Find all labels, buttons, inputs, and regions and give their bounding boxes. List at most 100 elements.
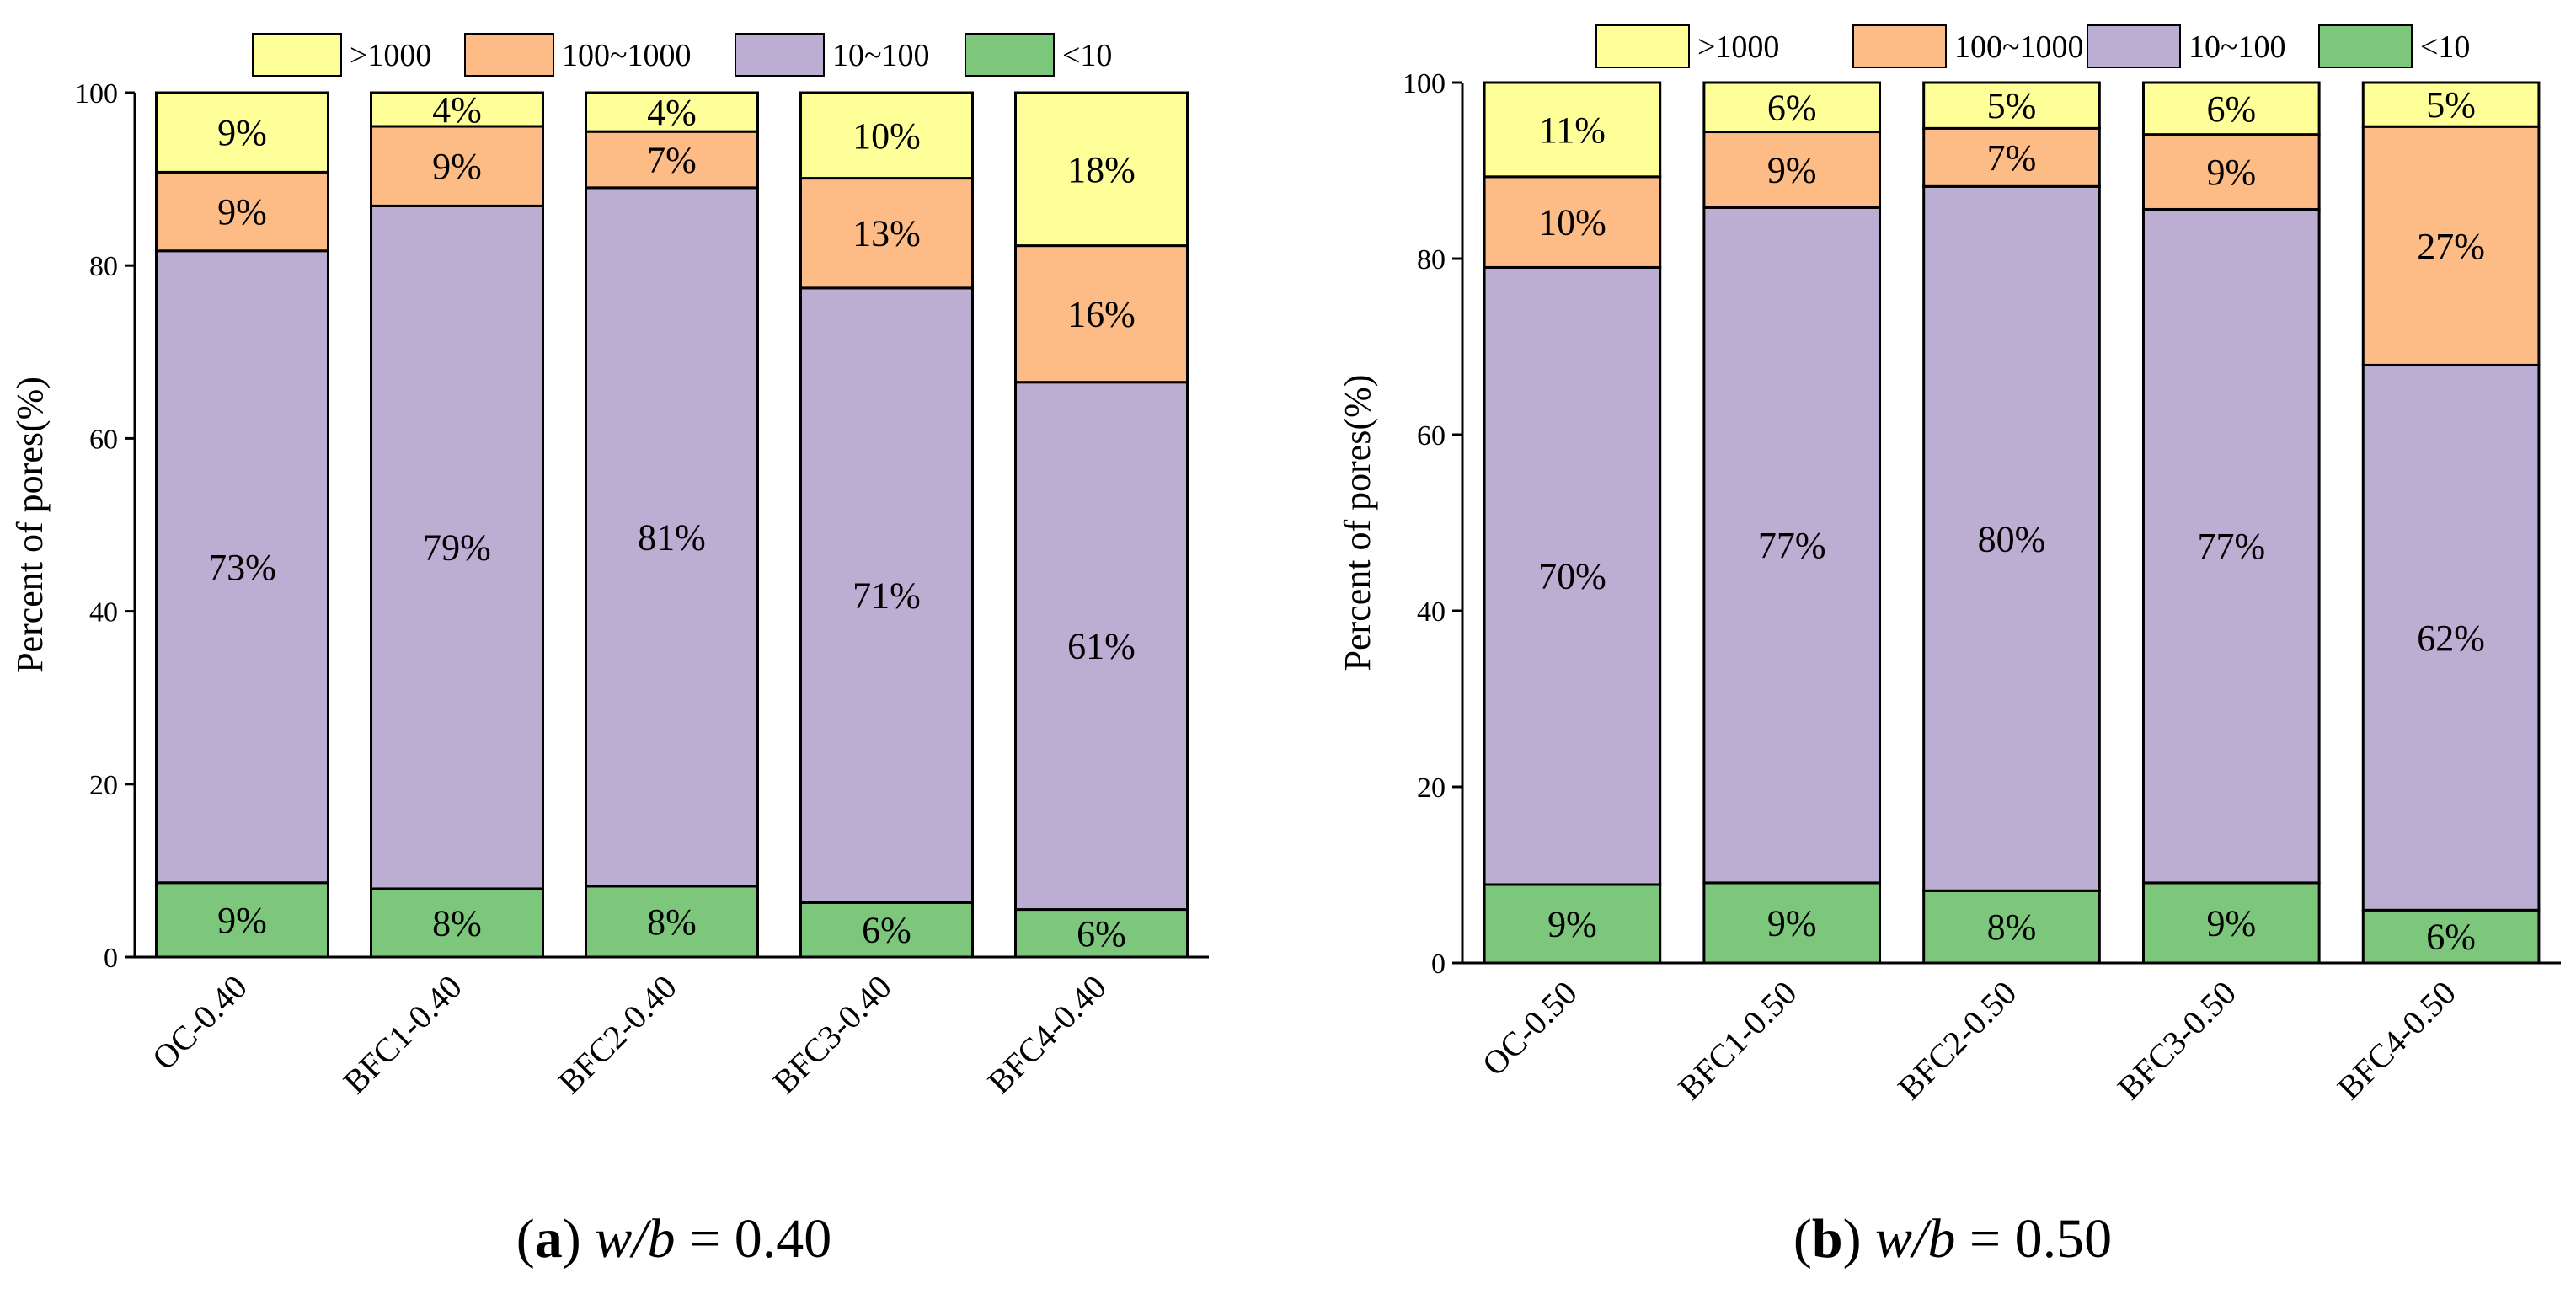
bar-segment-BFC4-0.40-10~100 — [1014, 381, 1189, 912]
bar-segment-BFC3-0.50-10~100 — [2141, 207, 2321, 885]
y-tick-label: 100 — [75, 78, 118, 110]
bar-segment-BFC4-0.40-<10 — [1014, 908, 1189, 959]
data-label: 16% — [1067, 294, 1136, 335]
panel-caption: (b) w/b = 0.50 — [1793, 1208, 2112, 1270]
bar-segment-BFC4-0.40->1000 — [1014, 91, 1189, 248]
legend-swatch-<10 — [965, 33, 1055, 77]
data-label: 27% — [2417, 226, 2485, 267]
bar-segment-BFC2-0.40-10~100 — [585, 186, 759, 888]
bar-segment-BFC1-0.40-10~100 — [370, 204, 544, 890]
data-label: 9% — [1767, 149, 1817, 190]
x-tick-label: BFC4-0.40 — [981, 968, 1114, 1101]
legend-label: 100~1000 — [1954, 29, 2084, 65]
data-label: 5% — [1987, 85, 2037, 126]
data-label: 6% — [2426, 917, 2476, 958]
data-label: 11% — [1539, 110, 1606, 151]
data-label: 18% — [1067, 149, 1136, 190]
legend-swatch-<10 — [2318, 24, 2413, 68]
bar-segment-BFC4-0.40-100~1000 — [1014, 244, 1189, 384]
y-tick-label: 80 — [89, 251, 118, 282]
data-label: 71% — [852, 575, 921, 617]
data-label: 4% — [647, 92, 697, 133]
data-label: 7% — [647, 140, 697, 181]
data-label: 8% — [1987, 906, 2037, 948]
bar-segment-OC-0.50-<10 — [1483, 883, 1662, 965]
data-label: 6% — [862, 910, 911, 951]
y-tick-label: 100 — [1403, 68, 1446, 99]
bar-segment-BFC1-0.50->1000 — [1702, 81, 1882, 134]
legend-swatch-100~1000 — [464, 33, 554, 77]
data-label: 9% — [217, 191, 267, 233]
y-tick-label: 20 — [89, 770, 118, 801]
data-label: 6% — [2206, 88, 2256, 130]
bar-segment-BFC2-0.40->1000 — [585, 91, 759, 133]
bar-segment-BFC3-0.50->1000 — [2141, 81, 2321, 136]
bar-segment-OC-0.50-100~1000 — [1483, 175, 1662, 269]
data-label: 8% — [647, 901, 697, 943]
bar-segment-BFC1-0.50-10~100 — [1702, 206, 1882, 885]
data-label: 9% — [217, 112, 267, 153]
x-tick-label: OC-0.50 — [1475, 974, 1585, 1083]
y-tick-label: 0 — [104, 943, 118, 974]
data-label: 8% — [432, 902, 482, 944]
y-tick-label: 80 — [1417, 244, 1446, 275]
data-label: 6% — [1767, 87, 1817, 128]
bar-segment-BFC2-0.50->1000 — [1922, 81, 2101, 130]
x-tick-label: BFC3-0.40 — [766, 968, 899, 1101]
bar-segment-OC-0.40->1000 — [155, 91, 329, 174]
data-label: 62% — [2417, 618, 2485, 659]
y-axis-label: Percent of pores(%) — [1337, 375, 1378, 671]
data-label: 10% — [852, 115, 921, 157]
data-label: 6% — [1077, 913, 1126, 954]
y-tick-label: 0 — [1431, 949, 1446, 980]
data-label: 9% — [432, 146, 482, 187]
data-label: 7% — [1987, 137, 2037, 179]
legend-label: 10~100 — [832, 38, 930, 73]
chart-panel-a: 9% 73% 9% 9% OC-0.40 8% 79% 9% 4% BFC1-0.40 8% 81% 7… — [9, 33, 1209, 1270]
bar-segment-BFC4-0.50->1000 — [2361, 81, 2541, 128]
y-tick-label: 40 — [1417, 596, 1446, 628]
bar-segment-BFC4-0.50-100~1000 — [2361, 125, 2541, 366]
legend-label: 100~1000 — [562, 38, 692, 73]
bar-segment-BFC2-0.40-100~1000 — [585, 130, 759, 190]
legend-label: >1000 — [350, 38, 431, 73]
bar-segment-BFC1-0.40->1000 — [370, 91, 544, 128]
x-tick-label: BFC2-0.50 — [1890, 974, 2023, 1107]
x-tick-label: BFC2-0.40 — [551, 968, 684, 1101]
legend-swatch->1000 — [1595, 24, 1690, 68]
x-tick-label: BFC4-0.50 — [2330, 974, 2463, 1107]
x-tick-label: OC-0.40 — [145, 968, 254, 1077]
bar-segment-BFC1-0.50-<10 — [1702, 881, 1882, 965]
legend-swatch-10~100 — [2087, 24, 2181, 68]
y-tick-label: 60 — [89, 424, 118, 455]
data-label: 9% — [2206, 902, 2256, 944]
y-axis-label: Percent of pores(%) — [9, 377, 51, 673]
x-tick-label: BFC1-0.40 — [336, 968, 469, 1101]
legend-label: >1000 — [1697, 29, 1779, 65]
legend-label: <10 — [1062, 38, 1112, 73]
chart-panel-b: 9% 70% 10% 11% OC-0.50 9% 77% 9% 6% BFC1-0.50 8% 80… — [1337, 24, 2561, 1270]
data-label: 70% — [1538, 556, 1606, 597]
data-label: 4% — [432, 89, 482, 131]
bar-segment-BFC3-0.50-<10 — [2141, 881, 2321, 965]
y-tick-label: 40 — [89, 597, 118, 628]
data-label: 9% — [1547, 903, 1597, 944]
bar-segment-BFC4-0.50-10~100 — [2361, 363, 2541, 912]
bar-segment-OC-0.40-<10 — [155, 881, 329, 959]
legend-swatch-10~100 — [735, 33, 825, 77]
y-tick-label: 60 — [1417, 420, 1446, 452]
x-tick-label: BFC3-0.50 — [2110, 974, 2243, 1107]
bar-segment-BFC1-0.50-100~1000 — [1702, 131, 1882, 209]
data-label: 13% — [852, 213, 921, 254]
data-label: 79% — [423, 527, 491, 569]
data-label: 9% — [217, 900, 267, 941]
panel-caption: (a) w/b = 0.40 — [516, 1208, 832, 1270]
bar-segment-BFC3-0.40-100~1000 — [799, 177, 974, 290]
data-label: 77% — [2197, 526, 2265, 567]
legend-swatch->1000 — [252, 33, 342, 77]
data-label: 9% — [1767, 902, 1817, 944]
bar-segment-OC-0.50->1000 — [1483, 81, 1662, 179]
legend-label: <10 — [2420, 29, 2470, 65]
data-label: 61% — [1067, 626, 1136, 667]
